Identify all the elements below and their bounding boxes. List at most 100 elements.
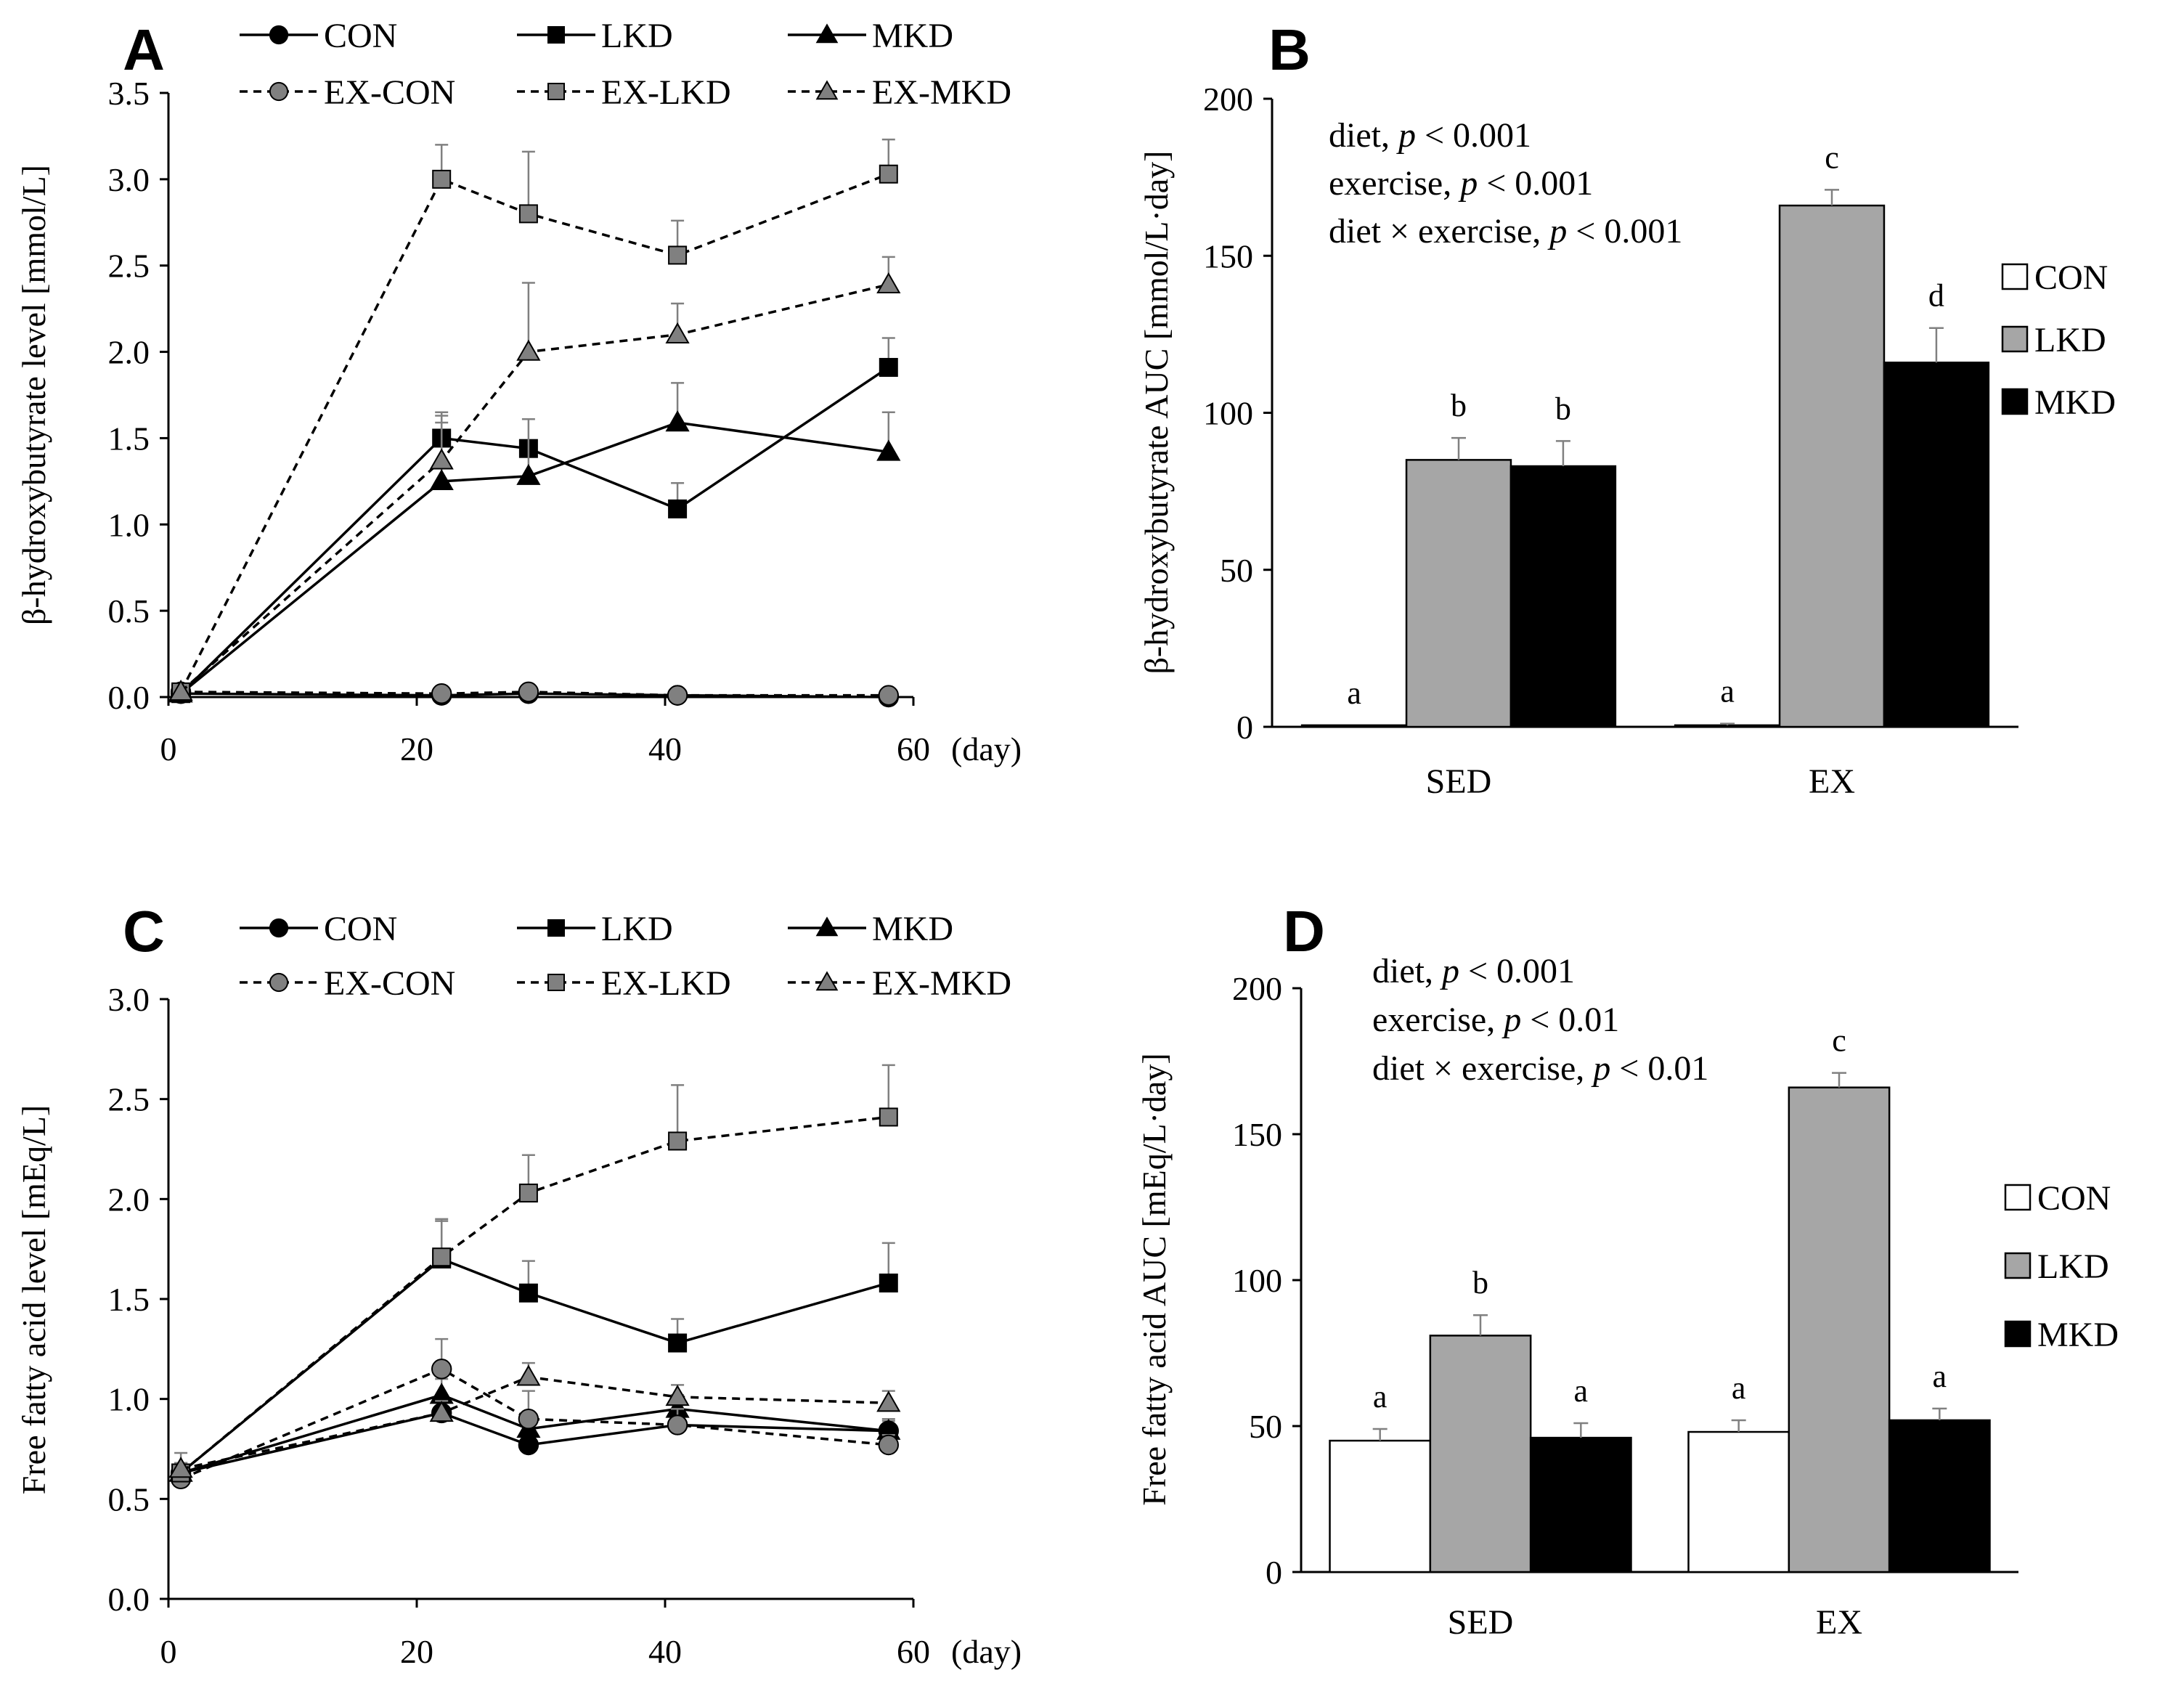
panel-c-series-ex-mkd-point xyxy=(429,1401,454,1422)
panel-c-y-tick-label: 0.0 xyxy=(108,1581,150,1618)
panel-b-y-tick-label: 50 xyxy=(1220,552,1253,589)
panel-b-y-tick-label: 100 xyxy=(1203,395,1253,432)
panel-c-x-tick-label: 20 xyxy=(400,1633,433,1670)
panel-c-y-tick-label: 0.5 xyxy=(108,1481,150,1518)
panel-d-bar-sed-con xyxy=(1329,1439,1432,1573)
panel-c-series-ex-lkd-point xyxy=(668,1131,688,1151)
panel-d-legend-mkd-label: MKD xyxy=(2037,1316,2119,1354)
panel-a-y-tick-label: 2.0 xyxy=(108,334,150,371)
panel-c-series-lkd-point xyxy=(879,1273,898,1292)
panel-c-y-tick-label: 3.0 xyxy=(108,981,150,1018)
panel-b-bar-ex-con xyxy=(1674,724,1781,728)
panel-c-series-ex-con-point xyxy=(518,1409,539,1430)
panel-d-legend-lkd-swatch xyxy=(2004,1252,2032,1279)
panel-c-legend-ex-con-label: EX-CON xyxy=(324,964,455,1003)
panel-c-y-tick-label: 1.5 xyxy=(108,1281,150,1318)
panel-c-series-ex-lkd-point xyxy=(432,1247,452,1267)
panel-b-bar-sed-con-significance-letter: a xyxy=(1347,675,1361,711)
panel-b-legend-mkd-swatch xyxy=(2001,388,2029,415)
panel-c-legend-ex-mkd-label: EX-MKD xyxy=(872,964,1011,1003)
panel-a-series-ex-lkd-point xyxy=(879,164,898,184)
panel-b-y-axis-title: β-hydroxybutyrate AUC [mmol/L·day] xyxy=(1138,151,1175,675)
panel-c-letter: C xyxy=(123,899,165,964)
panel-a-x-axis-title: (day) xyxy=(951,730,1022,767)
panel-a-y-tick-label: 0.5 xyxy=(108,593,150,630)
panel-c-y-tick-label: 2.0 xyxy=(108,1181,150,1218)
panel-a-series-lkd-line xyxy=(179,366,889,695)
panel-c-series-ex-con-point xyxy=(878,1434,900,1456)
panel-a-legend-con-marker xyxy=(269,25,289,45)
panel-d-y-tick-label: 150 xyxy=(1232,1116,1282,1153)
panel-c-legend-lkd-label: LKD xyxy=(601,910,673,948)
panel-c-series-ex-mkd-point xyxy=(876,1390,901,1412)
panel-c-legend-lkd-marker xyxy=(547,919,565,937)
panel-c-series-ex-lkd-point xyxy=(518,1184,538,1203)
panel-c-series-ex-con-point xyxy=(431,1359,452,1380)
panel-a-legend-mkd-label: MKD xyxy=(872,17,953,55)
panel-c-legend-con-label: CON xyxy=(324,910,397,948)
panel-a-legend-ex-lkd-label: EX-LKD xyxy=(601,73,731,112)
panel-d-bar-ex-con xyxy=(1687,1430,1790,1573)
panel-a-series-ex-con-point xyxy=(431,683,452,704)
panel-d-legend-mkd-swatch xyxy=(2004,1320,2032,1348)
panel-b-bar-sed-mkd-significance-letter: b xyxy=(1555,391,1571,426)
panel-a-y-axis-title: β-hydroxybutyrate level [mmol/L] xyxy=(15,165,52,625)
panel-b-bar-ex-mkd-significance-letter: d xyxy=(1928,278,1944,314)
panel-a-series-lkd-point xyxy=(668,499,688,518)
panel-b-legend-mkd-label: MKD xyxy=(2034,383,2116,422)
panel-c-series-lkd-point xyxy=(518,1283,538,1303)
panel-b-stat-line: diet × exercise, p < 0.001 xyxy=(1329,212,1682,251)
panel-c-series-ex-con-point xyxy=(667,1414,688,1436)
panel-d-category-sed: SED xyxy=(1448,1603,1514,1642)
panel-a-series-mkd-point xyxy=(429,468,454,491)
panel-a-y-tick-label: 0.0 xyxy=(108,679,150,716)
panel-a-series-ex-mkd-point xyxy=(168,679,193,701)
panel-a-y-tick-label: 3.5 xyxy=(108,75,150,112)
panel-d-category-ex: EX xyxy=(1816,1603,1862,1642)
panel-a-legend-mkd-marker xyxy=(815,23,839,44)
panel-b-bar-sed-mkd xyxy=(1509,465,1617,728)
panel-d-bar-sed-mkd-significance-letter: a xyxy=(1574,1373,1589,1409)
panel-c-x-axis-title: (day) xyxy=(951,1633,1022,1670)
panel-c-series-ex-mkd-point xyxy=(665,1385,690,1406)
panel-a-series-ex-mkd-point xyxy=(516,339,541,361)
panel-b-bar-ex-lkd-significance-letter: c xyxy=(1825,139,1839,175)
panel-a-letter: A xyxy=(123,17,165,82)
panel-c-series-lkd-point xyxy=(668,1333,688,1353)
panel-b-letter: B xyxy=(1268,17,1311,82)
panel-a-series-ex-mkd-point xyxy=(876,272,901,294)
panel-a-legend-ex-mkd-label: EX-MKD xyxy=(872,73,1011,112)
panel-c-series-con-point xyxy=(518,1434,539,1456)
panel-b-y-tick-label: 0 xyxy=(1236,709,1253,746)
panel-a-series-ex-mkd-point xyxy=(429,448,454,470)
panel-a-legend-lkd-label: LKD xyxy=(601,17,673,55)
panel-d-bar-sed-lkd-significance-letter: b xyxy=(1472,1265,1488,1300)
panel-b-legend-lkd-label: LKD xyxy=(2034,321,2106,359)
panel-a-legend-ex-con-label: EX-CON xyxy=(324,73,455,112)
panel-c-series-ex-mkd-point xyxy=(516,1364,541,1386)
panel-b-stat-line: exercise, p < 0.001 xyxy=(1329,164,1593,203)
panel-a-series-mkd-point xyxy=(876,439,901,461)
panel-d-bar-sed-mkd xyxy=(1529,1436,1632,1573)
panel-c-y-axis-title: Free fatty acid level [mEq/L] xyxy=(15,1105,52,1494)
panel-d-y-axis-title: Free fatty acid AUC [mEq/L·day] xyxy=(1136,1053,1173,1505)
panel-a-series-ex-lkd-line xyxy=(179,173,889,693)
panel-c-x-tick-label: 0 xyxy=(160,1633,177,1670)
panel-c-legend-mkd-marker xyxy=(815,916,839,937)
panel-d-y-tick-label: 200 xyxy=(1232,970,1282,1007)
panel-d-legend-con-swatch xyxy=(2004,1184,2032,1211)
panel-b-category-sed: SED xyxy=(1426,762,1492,801)
panel-c-y-tick-label: 2.5 xyxy=(108,1081,150,1118)
panel-a-series-ex-con-point xyxy=(878,685,900,706)
panel-c-legend-ex-lkd-marker xyxy=(547,974,565,991)
panel-a-legend-ex-con-marker xyxy=(269,81,289,102)
panel-d-bar-ex-lkd xyxy=(1788,1086,1891,1573)
panel-a-series-mkd-point xyxy=(665,410,690,432)
panel-c-x-tick-label: 60 xyxy=(897,1633,930,1670)
panel-c-legend-ex-lkd-label: EX-LKD xyxy=(601,964,731,1003)
panel-b-bar-ex-lkd xyxy=(1778,204,1886,728)
panel-a-series-ex-lkd-point xyxy=(668,245,688,265)
panel-d-bar-ex-mkd xyxy=(1888,1419,1991,1573)
panel-d-bar-sed-con-significance-letter: a xyxy=(1373,1379,1388,1414)
